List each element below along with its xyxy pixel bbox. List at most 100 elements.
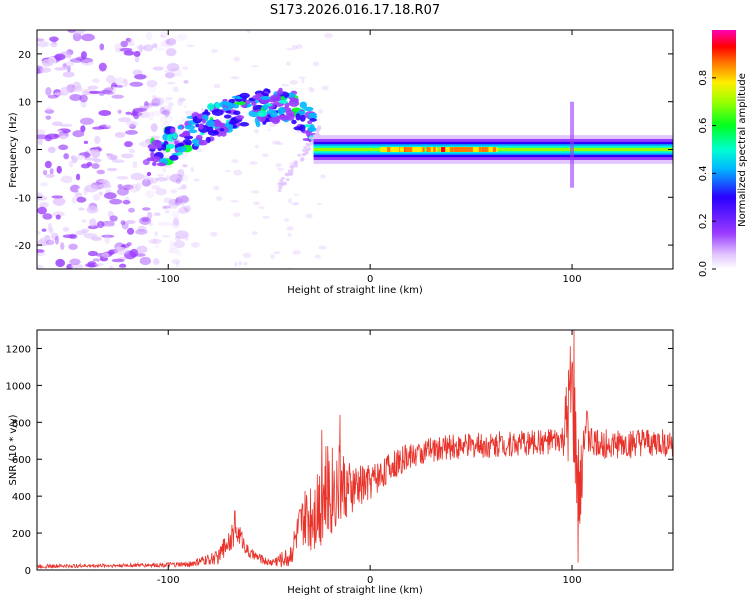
arc-blob [201,118,206,124]
tone-peak [490,147,497,152]
noise-blob [74,30,86,35]
arc-blob [162,133,169,141]
noise-blob [96,220,105,229]
arc-blob [184,141,190,145]
noise-blob [51,195,64,199]
noise-blob [87,250,98,257]
noise-blob [168,200,173,210]
noise-blob [182,164,188,168]
noise-blob [39,182,48,187]
noise-blob [102,87,117,95]
snr-series-line [37,330,673,570]
arc-blob [262,104,269,111]
noise-blob [246,30,251,34]
noise-blob [113,77,126,85]
noise-blob [125,111,132,115]
noise-blob [155,243,160,249]
arc-blob [260,95,271,100]
arc-blob [279,114,290,121]
noise-blob [96,169,106,175]
noise-blob [176,100,184,106]
noise-blob [174,197,183,206]
noise-blob [62,202,67,209]
noise-blob [145,190,155,199]
noise-blob [117,109,122,114]
noise-blob [141,178,151,187]
noise-blob [56,130,64,136]
noise-blob [165,211,179,217]
colorbar-tick-label: 0.4 [698,165,709,181]
arc-blob [225,110,232,114]
noise-blob [295,44,303,50]
y-tick-label: 10 [18,98,31,109]
arc-blob [282,182,287,186]
colorbar-axes: 0.0 0.2 0.4 0.6 0.8 [698,70,716,277]
noise-blob [47,146,56,154]
noise-blob [58,144,69,151]
noise-blob [91,78,100,83]
noise-blob [60,175,73,184]
noise-blob [233,56,240,62]
noise-blob [143,44,154,52]
arc-blob [277,182,282,186]
noise-blob [81,219,87,223]
noise-blob [101,252,109,258]
noise-blob [104,192,117,200]
tone-peak [399,147,405,152]
noise-blob [293,202,299,205]
noise-blob [153,212,161,217]
noise-blob [175,261,179,268]
noise-blob [105,74,116,84]
arc-blob [278,108,283,116]
noise-blob [233,169,243,176]
y-tick-label: -20 [15,241,31,252]
noise-blob [79,117,94,125]
arc-blob [244,99,251,104]
tone-peak [445,147,450,152]
noise-blob [146,79,158,88]
noise-blob [72,130,85,138]
arc-blob [233,110,241,116]
noise-blob [164,38,170,45]
noise-blob [83,233,98,239]
arc-blob [289,97,300,102]
noise-blob [286,226,294,231]
tone-peak [461,147,467,152]
tone-peak [430,147,434,152]
noise-blob [87,61,96,67]
noise-blob [37,38,45,42]
noise-blob [133,107,147,112]
tone-peak [414,147,420,152]
noise-blob [166,38,177,46]
noise-blob [287,232,292,237]
colorbar-tick-label: 0.0 [698,261,709,277]
noise-blob [151,185,161,190]
noise-blob [291,45,298,50]
arc-blob [303,146,308,150]
noise-blob [98,191,104,196]
noise-blob [135,229,148,235]
noise-blob [306,213,313,219]
noise-blob [53,133,59,138]
noise-blob [254,128,259,134]
arc-blob [146,157,155,162]
noise-blob [170,189,178,194]
tone-peak [479,147,486,152]
noise-blob [175,195,190,204]
noise-blob [126,38,134,45]
noise-blob [123,50,135,56]
noise-blob [109,215,118,222]
noise-blob [106,153,119,161]
arc-blob [308,112,318,117]
noise-blob [105,53,113,58]
noise-blob [137,225,147,232]
noise-blob [155,188,167,196]
noise-blob [55,258,66,268]
noise-blob [186,44,195,48]
noise-blob [127,42,136,47]
arc-blob [266,109,275,114]
noise-blob [41,59,51,68]
noise-blob [108,265,114,269]
noise-blob [190,241,200,248]
noise-blob [148,222,154,226]
